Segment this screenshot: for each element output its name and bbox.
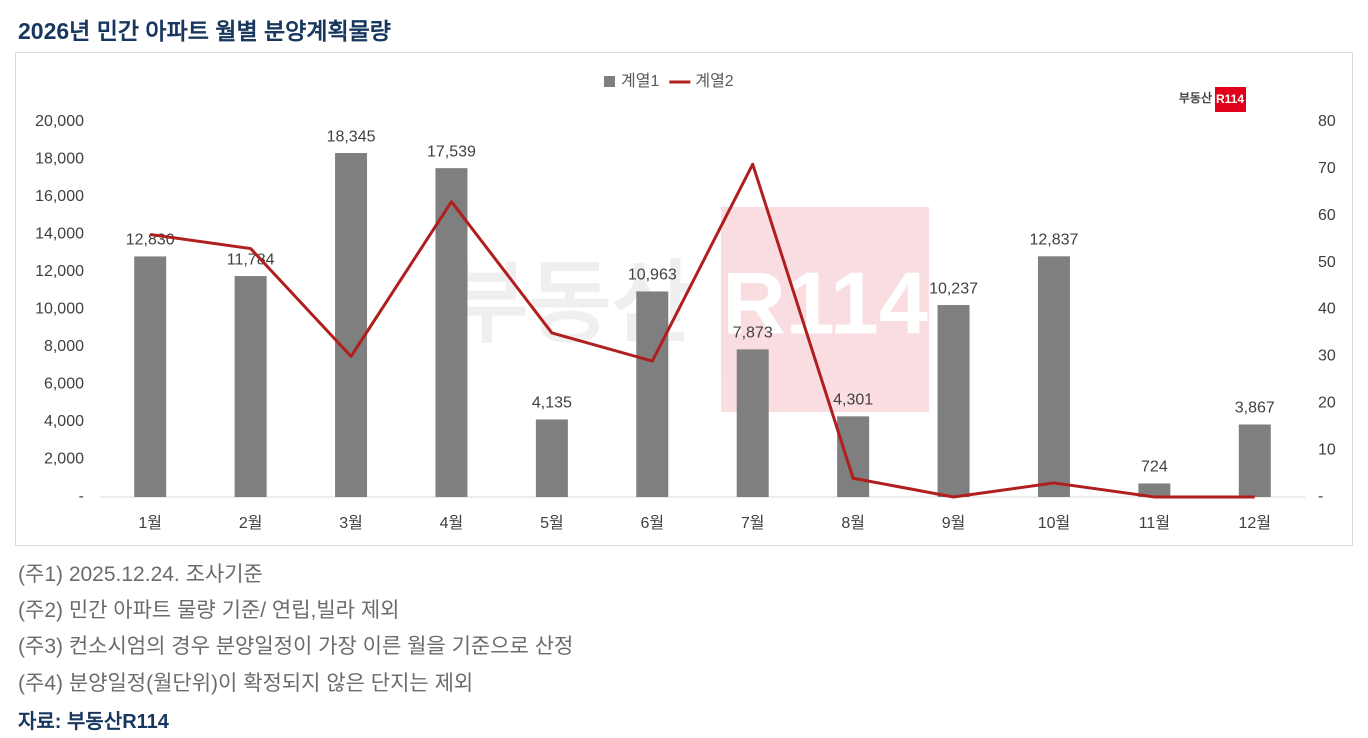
bar bbox=[234, 276, 267, 497]
bar bbox=[535, 419, 568, 497]
data-label: 10,237 bbox=[929, 280, 978, 297]
legend-label: 계열1 bbox=[621, 72, 659, 90]
data-label: 724 bbox=[1141, 459, 1168, 476]
x-tick-label: 9월 bbox=[942, 514, 966, 532]
bar bbox=[134, 256, 167, 497]
data-label: 7,873 bbox=[733, 325, 773, 342]
bar bbox=[435, 168, 468, 498]
logo-badge: R114 bbox=[1216, 92, 1244, 106]
chart-title: 2026년 민간 아파트 월별 분양계획물량 bbox=[18, 18, 391, 44]
bar bbox=[937, 305, 970, 497]
watermark: 부동산 R114 bbox=[446, 207, 929, 412]
y-tick-label: 12,000 bbox=[35, 263, 84, 280]
bar bbox=[636, 291, 669, 497]
y-tick-label: 8,000 bbox=[44, 338, 84, 355]
y2-tick-label: 10 bbox=[1318, 441, 1336, 458]
data-label: 4,135 bbox=[532, 395, 572, 412]
data-label: 12,837 bbox=[1029, 232, 1078, 249]
bar bbox=[1037, 256, 1070, 497]
bar bbox=[837, 416, 870, 497]
y-tick-label: 4,000 bbox=[44, 413, 84, 430]
y2-tick-label: 70 bbox=[1318, 160, 1336, 177]
note: (주3) 컨소시엄의 경우 분양일정이 가장 이른 월을 기준으로 산정 bbox=[18, 635, 574, 658]
x-tick-label: 8월 bbox=[841, 514, 865, 532]
y-tick-label: 14,000 bbox=[35, 226, 84, 243]
x-tick-label: 1월 bbox=[138, 514, 162, 532]
line bbox=[149, 162, 1255, 499]
legend-swatch bbox=[604, 76, 615, 87]
data-label: 4,301 bbox=[833, 392, 873, 409]
y2-tick-label: 20 bbox=[1318, 394, 1336, 411]
note: (주1) 2025.12.24. 조사기준 bbox=[18, 563, 263, 586]
x-tick-label: 10월 bbox=[1038, 514, 1071, 532]
data-label: 3,867 bbox=[1235, 400, 1275, 417]
x-tick-label: 5월 bbox=[540, 514, 564, 532]
y-tick-label: - bbox=[79, 488, 84, 505]
x-tick-label: 7월 bbox=[741, 514, 765, 532]
data-label: 17,539 bbox=[427, 143, 476, 160]
logo-text: 부동산 bbox=[1179, 90, 1212, 105]
bar bbox=[1138, 483, 1171, 497]
y-tick-label: 20,000 bbox=[35, 113, 84, 130]
legend-label: 계열2 bbox=[695, 72, 733, 90]
y-tick-label: 16,000 bbox=[35, 188, 84, 205]
logo-badge-box bbox=[1215, 87, 1246, 112]
x-tick-label: 6월 bbox=[640, 514, 664, 532]
y2-tick-label: 30 bbox=[1318, 348, 1336, 365]
bar bbox=[736, 349, 769, 497]
y2-tick-label: 50 bbox=[1318, 254, 1336, 271]
y2-tick-label: - bbox=[1318, 488, 1323, 505]
y2-tick-label: 60 bbox=[1318, 207, 1336, 224]
y-tick-label: 6,000 bbox=[44, 376, 84, 393]
x-tick-label: 3월 bbox=[339, 514, 363, 532]
data-label: 18,345 bbox=[327, 128, 376, 145]
x-tick-label: 11월 bbox=[1139, 514, 1170, 532]
x-tick-label: 4월 bbox=[440, 514, 464, 532]
bar bbox=[335, 153, 368, 497]
y-tick-label: 2,000 bbox=[44, 451, 84, 468]
source: 자료: 부동산R114 bbox=[18, 711, 169, 733]
data-label: 10,963 bbox=[628, 267, 677, 284]
watermark-badge: R114 bbox=[722, 253, 928, 352]
note: (주2) 민간 아파트 물량 기준/ 연립,빌라 제외 bbox=[18, 599, 400, 622]
y-tick-label: 18,000 bbox=[35, 151, 84, 168]
y2-tick-label: 40 bbox=[1318, 301, 1336, 318]
bar bbox=[1238, 424, 1271, 497]
x-tick-label: 2월 bbox=[239, 514, 263, 532]
y-tick-label: 10,000 bbox=[35, 301, 84, 318]
note: (주4) 분양일정(월단위)이 확정되지 않은 단지는 제외 bbox=[18, 672, 474, 695]
y2-tick-label: 80 bbox=[1318, 113, 1336, 130]
data-label: 11,784 bbox=[227, 251, 275, 268]
x-tick-label: 12월 bbox=[1239, 514, 1272, 532]
